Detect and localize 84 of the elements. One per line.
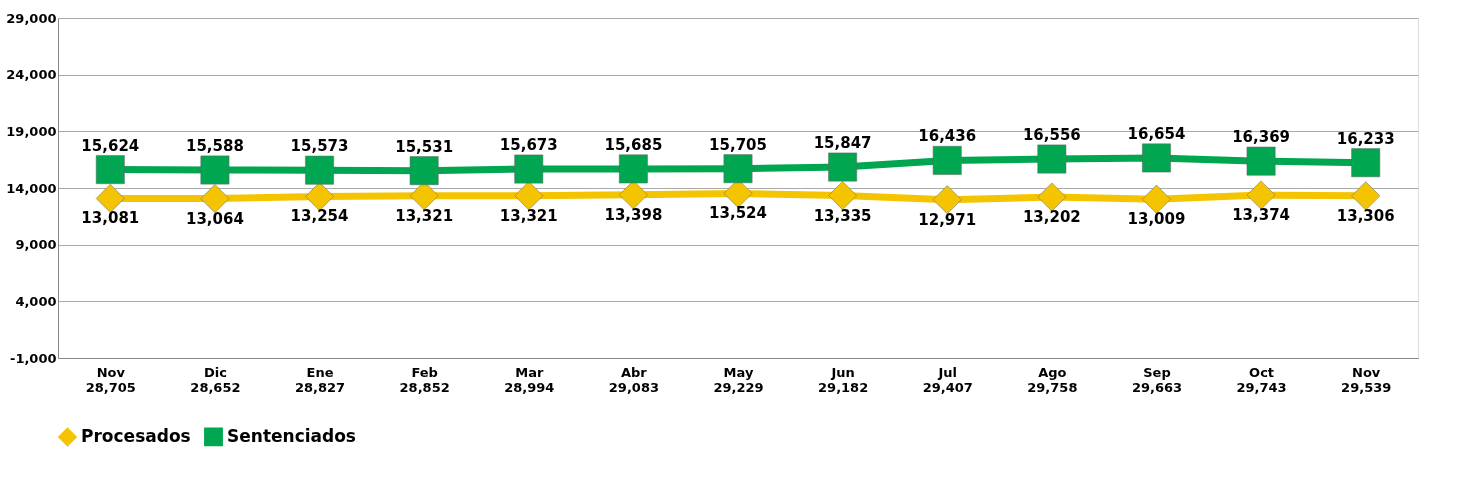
point (1037, 182, 1067, 212)
data-label: 13,081 (81, 209, 140, 228)
point (1142, 143, 1171, 173)
text: 29,758 (1027, 379, 1078, 395)
point (305, 182, 334, 211)
x-tick-label: Abr (620, 364, 648, 380)
point (723, 154, 753, 184)
point (1246, 180, 1276, 210)
x-tick-label: Dic (203, 364, 227, 380)
point (1351, 148, 1381, 178)
y-tick-label: 19,000 (6, 123, 57, 139)
legend-label: Procesados (81, 425, 191, 446)
x-tick-label: Jul (937, 364, 958, 380)
point (932, 146, 962, 175)
point (514, 154, 544, 184)
point (95, 155, 125, 184)
x-tick-label: Sep (1143, 364, 1171, 380)
point (932, 185, 962, 215)
text: 28,652 (190, 379, 241, 395)
data-label: 15,573 (290, 137, 349, 156)
point (618, 154, 648, 184)
data-label: 16,556 (1022, 126, 1081, 145)
data-label: 13,202 (1022, 208, 1081, 227)
text: 29,663 (1131, 379, 1183, 395)
point (1246, 146, 1276, 176)
text: 29,539 (1341, 379, 1392, 395)
data-label: 13,398 (604, 205, 663, 224)
data-label: 15,673 (499, 136, 558, 155)
data-label: 15,847 (813, 134, 872, 153)
data-label: 13,254 (290, 207, 349, 226)
point (200, 184, 230, 213)
text: 29,407 (922, 379, 973, 395)
x-tick-label: Jun (830, 364, 855, 380)
point (1351, 181, 1381, 211)
point (1142, 184, 1171, 214)
text: 29,229 (713, 379, 764, 395)
data-label: 13,335 (813, 206, 872, 225)
x-tick-label: Oct (1249, 364, 1275, 380)
data-label: 15,588 (185, 137, 244, 155)
point (828, 181, 858, 210)
legend-label: Sentenciados (227, 425, 356, 446)
data-label: 16,233 (1336, 129, 1395, 148)
y-tick-label: -1,000 (9, 350, 57, 366)
x-tick-label: Nov (96, 364, 126, 380)
text: 29,743 (1236, 379, 1287, 395)
y-tick-label: 24,000 (6, 67, 57, 83)
data-label: 15,705 (709, 135, 767, 154)
x-tick-label: Feb (411, 364, 438, 380)
text: 28,994 (504, 379, 555, 395)
data-label: 12,971 (918, 210, 977, 229)
x-tick-label: Ago (1038, 364, 1067, 380)
data-label: 15,624 (81, 136, 140, 155)
y-tick-label: 4,000 (15, 293, 57, 309)
point (305, 155, 334, 185)
text: 29,182 (818, 379, 869, 395)
x-tick-label: Nov (1352, 364, 1381, 380)
data-label: 13,321 (395, 206, 454, 225)
point (514, 181, 544, 211)
data-label: 15,685 (604, 135, 663, 154)
data-label: 13,009 (1127, 210, 1186, 229)
x-tick-label: May (723, 364, 754, 380)
point (95, 184, 125, 213)
text: 29,083 (608, 379, 659, 395)
y-tick-label: 29,000 (6, 10, 57, 26)
data-label: 13,524 (709, 204, 767, 223)
point (828, 152, 858, 182)
data-label: 13,321 (499, 206, 558, 225)
y-tick-label: 14,000 (6, 180, 57, 196)
data-label: 16,654 (1127, 124, 1186, 143)
data-label: 16,436 (918, 127, 977, 146)
data-label: 13,374 (1232, 206, 1291, 225)
x-tick-label: Mar (515, 364, 544, 380)
data-label: 15,531 (395, 137, 454, 156)
data-label: 13,306 (1336, 206, 1395, 225)
text: 28,827 (294, 379, 346, 395)
x-tick-label: Ene (306, 364, 334, 380)
text: 28,852 (399, 379, 450, 395)
text: 28,705 (85, 379, 136, 395)
point (409, 156, 439, 186)
point (200, 155, 230, 185)
data-label: 13,064 (185, 209, 244, 228)
data-label: 16,369 (1232, 128, 1291, 147)
y-tick-label: 9,000 (15, 237, 57, 253)
point (1037, 144, 1067, 174)
